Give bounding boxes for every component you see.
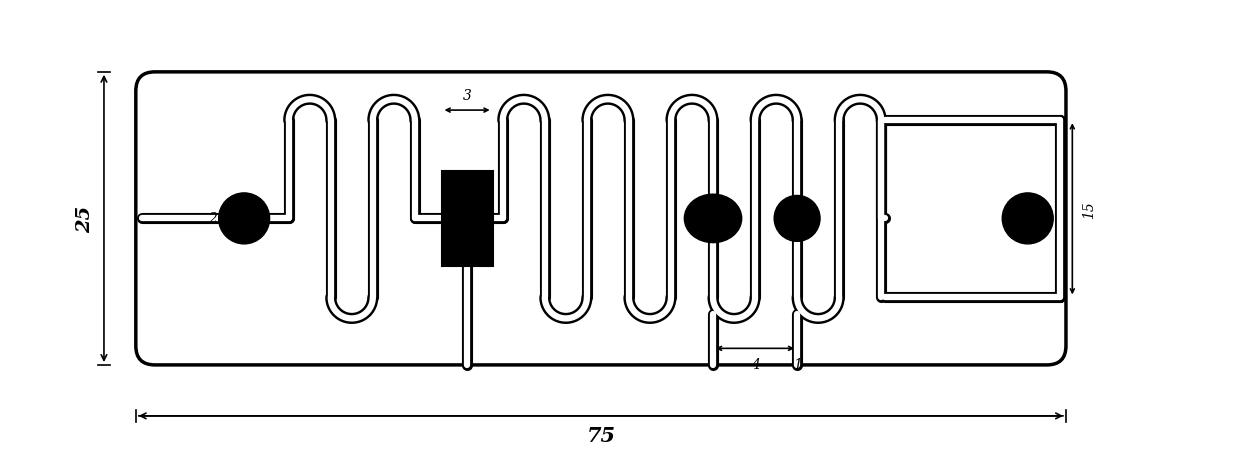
Text: 1: 1 (792, 357, 801, 371)
Text: 3: 3 (463, 89, 471, 102)
Bar (441, 171, 492, 267)
Text: 75: 75 (587, 425, 615, 445)
Text: 2: 2 (208, 212, 217, 226)
Ellipse shape (684, 195, 742, 243)
FancyBboxPatch shape (136, 73, 1066, 365)
Text: 15: 15 (1081, 200, 1096, 218)
Text: 4: 4 (750, 357, 759, 371)
Text: 25: 25 (76, 205, 94, 232)
Circle shape (218, 194, 269, 244)
Circle shape (1002, 194, 1053, 244)
Circle shape (774, 196, 820, 242)
